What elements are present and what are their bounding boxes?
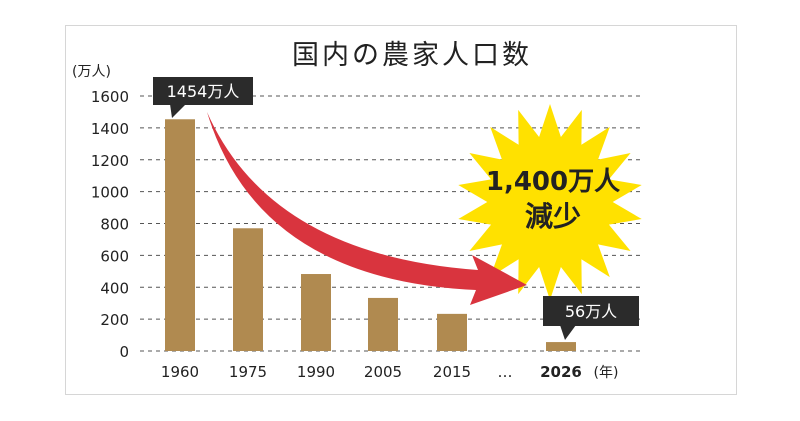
last-callout-label: 56万人 (565, 302, 617, 321)
y-axis-unit: (万人) (72, 64, 111, 80)
bar-2015 (437, 313, 467, 351)
bar-1990 (301, 274, 331, 351)
first-callout-label: 1454万人 (167, 82, 240, 101)
y-tick-label: 600 (100, 247, 129, 265)
first-callout: 1454万人 (153, 77, 253, 118)
x-tick-label: 1960 (161, 363, 199, 381)
last-callout: 56万人 (543, 296, 639, 340)
y-tick-label: 1200 (91, 152, 129, 170)
x-tick-label: 1975 (229, 363, 267, 381)
burst-text-amount: 1,400万人 (486, 167, 620, 197)
chart-frame (65, 25, 737, 395)
y-tick-label: 1600 (91, 88, 129, 106)
x-axis-unit: (年) (594, 365, 619, 381)
x-tick-label: 2026 (540, 363, 582, 381)
bar-1960 (165, 119, 195, 351)
y-tick-label: 1400 (91, 120, 129, 138)
y-tick-label: 200 (100, 311, 129, 329)
decrease-starburst (458, 104, 642, 300)
burst-text-decrease: 減少 (525, 200, 581, 233)
y-tick-label: 0 (119, 343, 129, 361)
x-tick-label: 2005 (364, 363, 402, 381)
y-tick-label: 800 (100, 216, 129, 234)
x-tick-label: 1990 (297, 363, 335, 381)
bar-2005 (368, 297, 398, 351)
decline-arrow (207, 112, 527, 305)
bar-2026 (546, 342, 576, 351)
x-ellipsis: … (498, 363, 513, 381)
x-tick-label: 2015 (433, 363, 471, 381)
y-tick-label: 1000 (91, 184, 129, 202)
bar-1975 (233, 228, 263, 351)
y-tick-label: 400 (100, 279, 129, 297)
chart-title: 国内の農家人口数 (292, 40, 532, 71)
